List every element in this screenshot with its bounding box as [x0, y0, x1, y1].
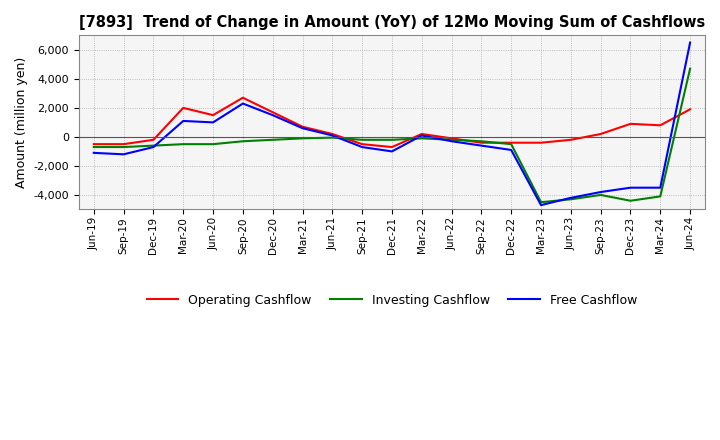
Free Cashflow [418, 133, 426, 138]
Investing Cashflow [418, 136, 426, 141]
Legend: Operating Cashflow, Investing Cashflow, Free Cashflow: Operating Cashflow, Investing Cashflow, … [142, 289, 642, 312]
Investing Cashflow [89, 144, 98, 150]
Investing Cashflow [387, 137, 396, 143]
Free Cashflow [149, 144, 158, 150]
Free Cashflow [567, 195, 575, 201]
Investing Cashflow [477, 139, 486, 144]
Investing Cashflow [298, 136, 307, 141]
Investing Cashflow [685, 66, 694, 71]
Investing Cashflow [269, 137, 277, 143]
Y-axis label: Amount (million yen): Amount (million yen) [15, 57, 28, 188]
Free Cashflow [89, 150, 98, 155]
Operating Cashflow [120, 142, 128, 147]
Operating Cashflow [507, 140, 516, 145]
Investing Cashflow [447, 137, 456, 143]
Operating Cashflow [387, 144, 396, 150]
Free Cashflow [626, 185, 635, 191]
Free Cashflow [209, 120, 217, 125]
Investing Cashflow [507, 142, 516, 147]
Operating Cashflow [536, 140, 545, 145]
Operating Cashflow [149, 137, 158, 143]
Line: Investing Cashflow: Investing Cashflow [94, 69, 690, 202]
Free Cashflow [536, 202, 545, 208]
Free Cashflow [507, 147, 516, 153]
Operating Cashflow [269, 110, 277, 115]
Free Cashflow [120, 152, 128, 157]
Investing Cashflow [656, 194, 665, 199]
Line: Free Cashflow: Free Cashflow [94, 43, 690, 205]
Operating Cashflow [596, 132, 605, 137]
Free Cashflow [238, 101, 247, 106]
Investing Cashflow [209, 142, 217, 147]
Operating Cashflow [656, 123, 665, 128]
Operating Cashflow [89, 142, 98, 147]
Operating Cashflow [477, 140, 486, 145]
Free Cashflow [477, 143, 486, 148]
Investing Cashflow [120, 144, 128, 150]
Free Cashflow [328, 133, 337, 138]
Free Cashflow [358, 144, 366, 150]
Title: [7893]  Trend of Change in Amount (YoY) of 12Mo Moving Sum of Cashflows: [7893] Trend of Change in Amount (YoY) o… [78, 15, 705, 30]
Operating Cashflow [328, 132, 337, 137]
Investing Cashflow [179, 142, 188, 147]
Investing Cashflow [358, 137, 366, 143]
Operating Cashflow [567, 137, 575, 143]
Investing Cashflow [536, 200, 545, 205]
Operating Cashflow [179, 105, 188, 110]
Investing Cashflow [149, 143, 158, 148]
Free Cashflow [179, 118, 188, 124]
Operating Cashflow [298, 124, 307, 129]
Investing Cashflow [626, 198, 635, 203]
Investing Cashflow [596, 192, 605, 198]
Operating Cashflow [358, 142, 366, 147]
Investing Cashflow [567, 197, 575, 202]
Operating Cashflow [447, 136, 456, 141]
Free Cashflow [685, 40, 694, 45]
Free Cashflow [387, 149, 396, 154]
Operating Cashflow [626, 121, 635, 126]
Free Cashflow [596, 189, 605, 194]
Operating Cashflow [209, 113, 217, 118]
Free Cashflow [447, 139, 456, 144]
Operating Cashflow [418, 132, 426, 137]
Operating Cashflow [238, 95, 247, 100]
Investing Cashflow [238, 139, 247, 144]
Free Cashflow [269, 113, 277, 118]
Line: Operating Cashflow: Operating Cashflow [94, 98, 690, 147]
Operating Cashflow [685, 106, 694, 112]
Free Cashflow [298, 125, 307, 131]
Free Cashflow [656, 185, 665, 191]
Investing Cashflow [328, 135, 337, 140]
